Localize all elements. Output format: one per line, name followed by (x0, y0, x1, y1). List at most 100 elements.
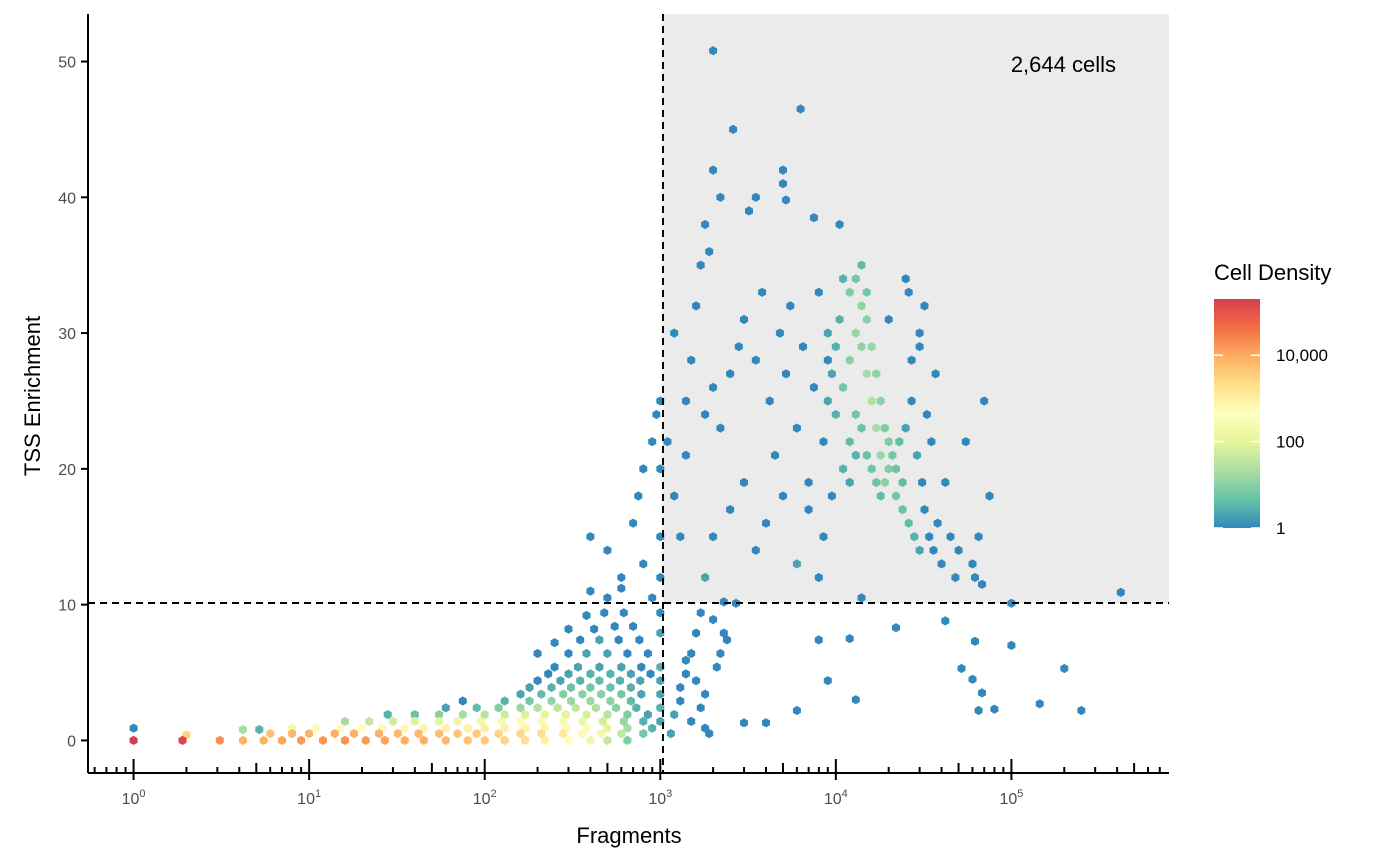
hex-bin (1007, 598, 1016, 608)
hex-bin (670, 328, 679, 338)
x-tick-label: 105 (999, 788, 1023, 808)
hex-bin (712, 662, 721, 672)
hex-bin (494, 703, 503, 713)
hex-bin (951, 572, 960, 583)
hex-bin (978, 579, 986, 589)
y-tick-label: 50 (58, 55, 76, 72)
hex-bin (435, 710, 444, 720)
hex-bin (525, 696, 534, 706)
hex-bin (968, 674, 977, 684)
hex-bin (559, 729, 568, 739)
y-tick-label: 30 (58, 326, 76, 343)
hex-bin (330, 729, 339, 739)
hex-bin (578, 689, 587, 699)
hex-bin (762, 518, 770, 528)
hex-bin (637, 662, 646, 672)
hex-bin (550, 638, 559, 648)
hex-bin (709, 46, 718, 56)
hex-bin (453, 716, 462, 726)
cell-count-annotation: 2,644 cells (1011, 52, 1116, 77)
hex-bin (862, 369, 871, 379)
hex-bin (904, 518, 913, 528)
hex-bin (553, 703, 562, 713)
hex-bin (129, 735, 138, 745)
hex-bin (576, 676, 585, 686)
hex-bin (831, 342, 840, 352)
hex-bin (497, 716, 506, 726)
hex-bin (941, 477, 950, 487)
hex-bin (603, 735, 612, 745)
hex-bin (723, 635, 731, 645)
hex-bin (480, 710, 489, 720)
hex-bin (931, 369, 940, 379)
x-tick-label: 101 (297, 788, 321, 808)
hex-bin (851, 409, 860, 420)
hex-bin (857, 593, 866, 603)
hex-bin (796, 104, 805, 114)
hex-bin (595, 676, 604, 686)
hex-bin (719, 628, 728, 638)
hex-bin (617, 662, 626, 672)
hex-bin (637, 689, 646, 699)
hex-bin (639, 729, 648, 739)
hex-bin (595, 662, 604, 672)
x-tick-label: 104 (824, 788, 848, 808)
hex-bin (726, 369, 735, 379)
color-legend: Cell Density 10,000 100 1 (1214, 260, 1331, 538)
y-axis-title: TSS Enrichment (20, 316, 45, 476)
hex-bin (617, 729, 626, 739)
hex-bin (907, 355, 916, 365)
hex-bin (709, 165, 718, 175)
hex-bin (872, 477, 881, 487)
hex-bin (941, 616, 950, 626)
hex-bin (441, 735, 450, 745)
x-tick-label: 102 (473, 788, 497, 808)
hex-bin (922, 409, 931, 420)
hex-bin (521, 723, 530, 733)
hex-bin (623, 648, 632, 659)
hex-bin (937, 559, 946, 569)
hex-bin (857, 260, 866, 270)
hex-bin (734, 342, 743, 352)
legend-colorbar (1214, 299, 1260, 528)
hex-bin (564, 735, 573, 745)
hex-bin (895, 437, 904, 447)
hex-bin (610, 621, 619, 631)
hex-bin (561, 710, 570, 720)
hex-bin (705, 247, 714, 257)
legend-title: Cell Density (1214, 260, 1331, 285)
hex-bin (823, 396, 832, 406)
hex-bin (525, 682, 534, 693)
hex-bin (751, 355, 760, 365)
hex-bin (559, 689, 568, 699)
hex-bin (845, 287, 854, 297)
hex-bin (692, 301, 701, 311)
hex-bin (623, 735, 632, 745)
hex-bin (472, 703, 481, 713)
hex-bin (603, 648, 612, 659)
hex-bin (606, 682, 615, 693)
hex-bin (458, 696, 467, 706)
hex-bin (564, 648, 573, 659)
hex-bin (892, 491, 900, 501)
hex-bin (827, 369, 836, 379)
hex-bin (564, 669, 573, 679)
hex-bin (888, 450, 897, 460)
hex-bin (544, 669, 553, 679)
hex-bin (643, 648, 652, 659)
hex-bin (435, 729, 444, 739)
hex-bin (804, 505, 813, 515)
hex-bin (266, 729, 275, 739)
hex-bin (884, 314, 893, 325)
hex-bin (632, 703, 641, 713)
hex-bin (629, 518, 638, 528)
hex-bin (892, 623, 900, 633)
hex-bin (898, 505, 907, 515)
hex-bin (533, 648, 542, 659)
hex-bin (681, 396, 690, 406)
hex-bin (809, 382, 818, 392)
hex-bin (862, 287, 871, 297)
hex-bin (709, 382, 718, 392)
hex-bin (388, 716, 397, 726)
